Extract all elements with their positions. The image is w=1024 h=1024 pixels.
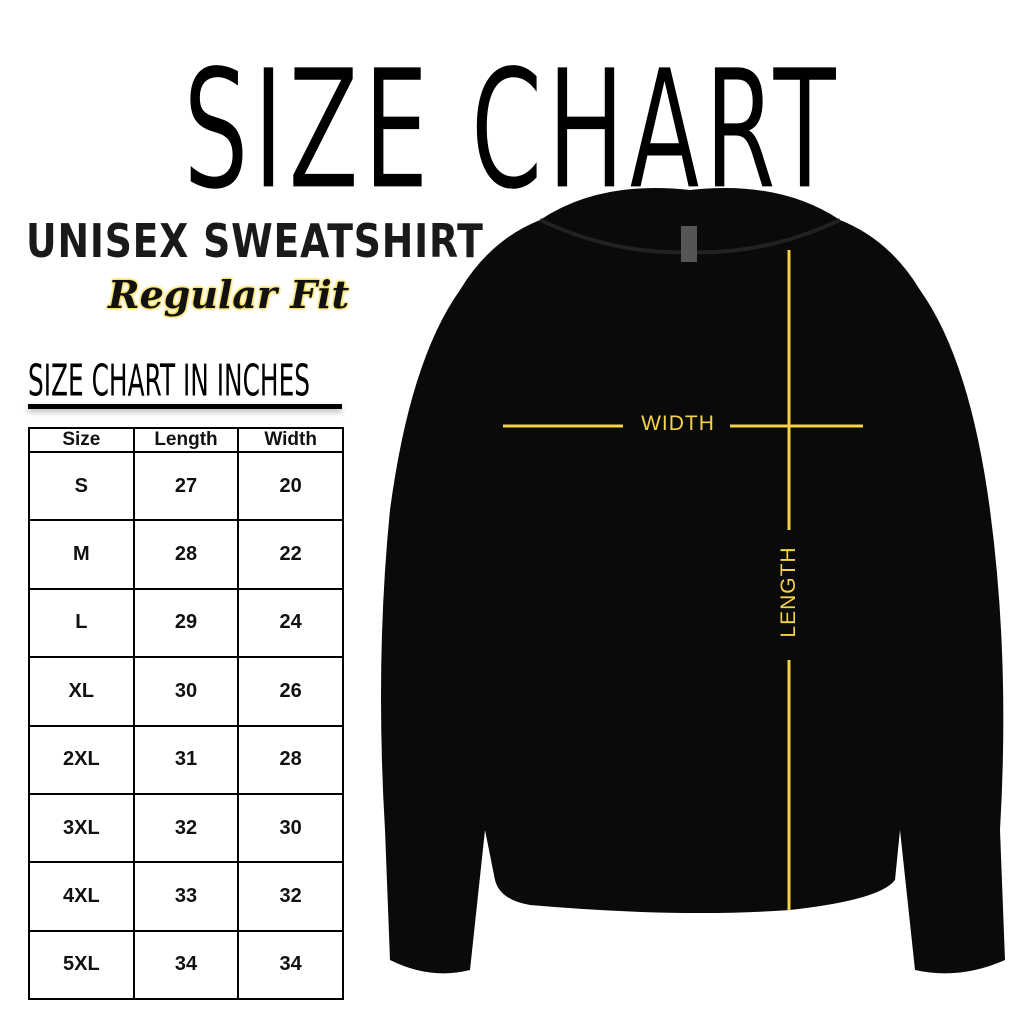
length-cell: 30 <box>132 656 240 727</box>
size-cell: 4XL <box>28 861 135 932</box>
length-cell: 32 <box>132 792 240 864</box>
table-row: L 29 24 <box>28 587 344 659</box>
size-cell: 2XL <box>28 724 135 795</box>
length-cell: 31 <box>132 724 240 795</box>
width-cell: 20 <box>237 450 344 522</box>
product-name: UNISEX SWEATSHIRT <box>26 214 484 268</box>
size-cell: M <box>28 519 135 590</box>
table-row: 3XL 32 30 <box>28 792 344 864</box>
width-cell: 30 <box>237 792 344 864</box>
size-cell: XL <box>28 656 135 727</box>
width-cell: 28 <box>237 724 344 795</box>
table-row: S 27 20 <box>28 450 344 522</box>
sweatshirt-image <box>381 188 1005 974</box>
width-cell: 26 <box>237 656 344 727</box>
length-label: LENGTH <box>777 546 800 638</box>
length-cell: 28 <box>132 519 240 590</box>
size-cell: S <box>28 450 135 522</box>
length-cell: 27 <box>132 450 240 522</box>
table-row: XL 30 26 <box>28 656 344 727</box>
header-cell: Length <box>132 427 240 453</box>
width-cell: 22 <box>237 519 344 590</box>
table-row: 2XL 31 28 <box>28 724 344 795</box>
header-cell: Size <box>28 427 135 453</box>
size-cell: 5XL <box>28 929 135 1001</box>
sweatshirt-diagram <box>381 188 1005 974</box>
length-cell: 33 <box>132 861 240 932</box>
header-cell: Width <box>237 427 344 453</box>
table-row: 4XL 33 32 <box>28 861 344 932</box>
width-cell: 24 <box>237 587 344 659</box>
heading-underline <box>28 404 342 409</box>
length-cell: 29 <box>132 587 240 659</box>
width-cell: 34 <box>237 929 344 1001</box>
fit-label: Regular Fit <box>108 272 350 317</box>
width-label: WIDTH <box>641 412 715 435</box>
length-cell: 34 <box>132 929 240 1001</box>
width-cell: 32 <box>237 861 344 932</box>
table-row: 5XL 34 34 <box>28 929 344 1001</box>
size-table: Size Length Width S 27 20 M 28 22 L 29 24 XL 30 26 2… <box>28 427 344 1001</box>
table-row: M 28 22 <box>28 519 344 590</box>
table-header-row: Size Length Width <box>28 427 344 453</box>
neck-label <box>681 226 697 262</box>
unit-heading: SIZE CHART IN INCHES <box>28 356 310 407</box>
size-cell: 3XL <box>28 792 135 864</box>
size-cell: L <box>28 587 135 659</box>
